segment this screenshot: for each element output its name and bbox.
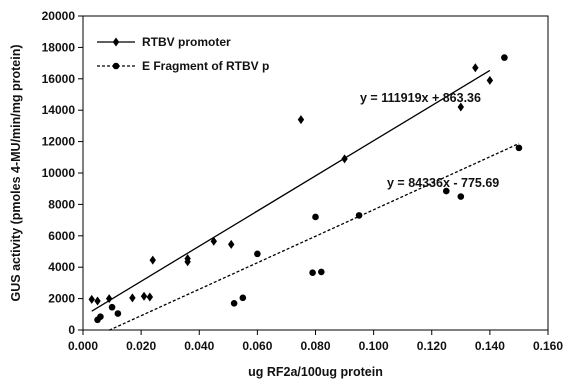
x-axis-title: ug RF2a/100ug protein bbox=[248, 365, 383, 379]
y-tick-label: 2000 bbox=[48, 292, 75, 306]
y-tick-label: 16000 bbox=[42, 72, 76, 86]
x-tick-label: 0.120 bbox=[417, 339, 447, 353]
data-point-circle bbox=[355, 212, 363, 219]
data-point-circle bbox=[108, 303, 116, 311]
data-point-circle bbox=[442, 187, 450, 195]
x-tick-label: 0.100 bbox=[359, 339, 389, 353]
y-tick-label: 14000 bbox=[42, 103, 76, 117]
legend-label: E Fragment of RTBV p bbox=[142, 59, 269, 73]
data-point-circle bbox=[230, 300, 238, 307]
data-point-diamond bbox=[129, 293, 136, 303]
data-point-circle bbox=[515, 144, 523, 152]
trendline-equation: y = 84336x - 775.69 bbox=[387, 176, 499, 190]
data-point-diamond bbox=[210, 236, 217, 246]
data-point-diamond bbox=[184, 254, 191, 264]
y-axis-title: GUS activity (pmoles 4-MU/min/mg protein… bbox=[9, 45, 23, 302]
axes: 0.000 0.020 0.040 0.060 0.080 0.100 0.120 0.140… bbox=[9, 9, 563, 379]
trendline-diamond bbox=[91, 69, 491, 312]
data-point-diamond bbox=[228, 239, 235, 249]
data-point-circle bbox=[501, 54, 508, 61]
x-tick-label: 0.060 bbox=[242, 339, 272, 353]
data-point-circle bbox=[97, 313, 104, 320]
trendline-equations: y = 111919x + 863.36 y = 84336x - 775.69 bbox=[360, 91, 499, 190]
y-tick-label: 20000 bbox=[42, 9, 76, 23]
data-point-diamond bbox=[94, 296, 101, 306]
data-point-circle bbox=[254, 250, 261, 258]
trendline-circle bbox=[108, 142, 520, 331]
y-tick-label: 12000 bbox=[42, 135, 76, 149]
data-point-diamond bbox=[341, 154, 348, 164]
x-tick-label: 0.140 bbox=[475, 339, 505, 353]
data-point-circle bbox=[239, 294, 247, 302]
legend-marker-diamond bbox=[112, 37, 120, 47]
legend: RTBV promoter E Fragment of RTBV p bbox=[97, 35, 269, 73]
x-tick-label: 0.020 bbox=[126, 339, 156, 353]
data-point-circle bbox=[318, 268, 325, 276]
data-point-circle bbox=[312, 213, 319, 221]
legend-label: RTBV promoter bbox=[142, 35, 231, 49]
y-tick-label: 0 bbox=[68, 323, 75, 337]
trendline-equation: y = 111919x + 863.36 bbox=[360, 91, 481, 105]
trendlines bbox=[91, 69, 520, 331]
data-point-diamond bbox=[146, 292, 154, 302]
legend-marker-circle bbox=[112, 62, 120, 70]
y-tick-label: 18000 bbox=[42, 40, 76, 54]
data-point-diamond bbox=[140, 291, 148, 301]
data-point-diamond bbox=[88, 294, 95, 304]
data-points bbox=[88, 54, 523, 324]
data-point-diamond bbox=[297, 115, 305, 125]
x-tick-label: 0.000 bbox=[68, 339, 98, 353]
data-point-circle bbox=[309, 269, 316, 276]
data-point-diamond bbox=[457, 102, 465, 112]
y-tick-label: 4000 bbox=[48, 260, 75, 274]
data-point-diamond bbox=[149, 255, 156, 265]
x-tick-label: 0.160 bbox=[533, 339, 563, 353]
data-point-diamond bbox=[486, 75, 494, 85]
y-tick-label: 8000 bbox=[48, 197, 75, 211]
x-tick-label: 0.040 bbox=[184, 339, 214, 353]
data-point-circle bbox=[114, 310, 122, 317]
data-point-circle bbox=[457, 193, 465, 200]
data-point-diamond bbox=[472, 63, 479, 73]
data-point-diamond bbox=[105, 294, 113, 304]
y-tick-label: 6000 bbox=[48, 229, 75, 243]
x-tick-label: 0.080 bbox=[300, 339, 330, 353]
y-tick-label: 10000 bbox=[42, 166, 76, 180]
